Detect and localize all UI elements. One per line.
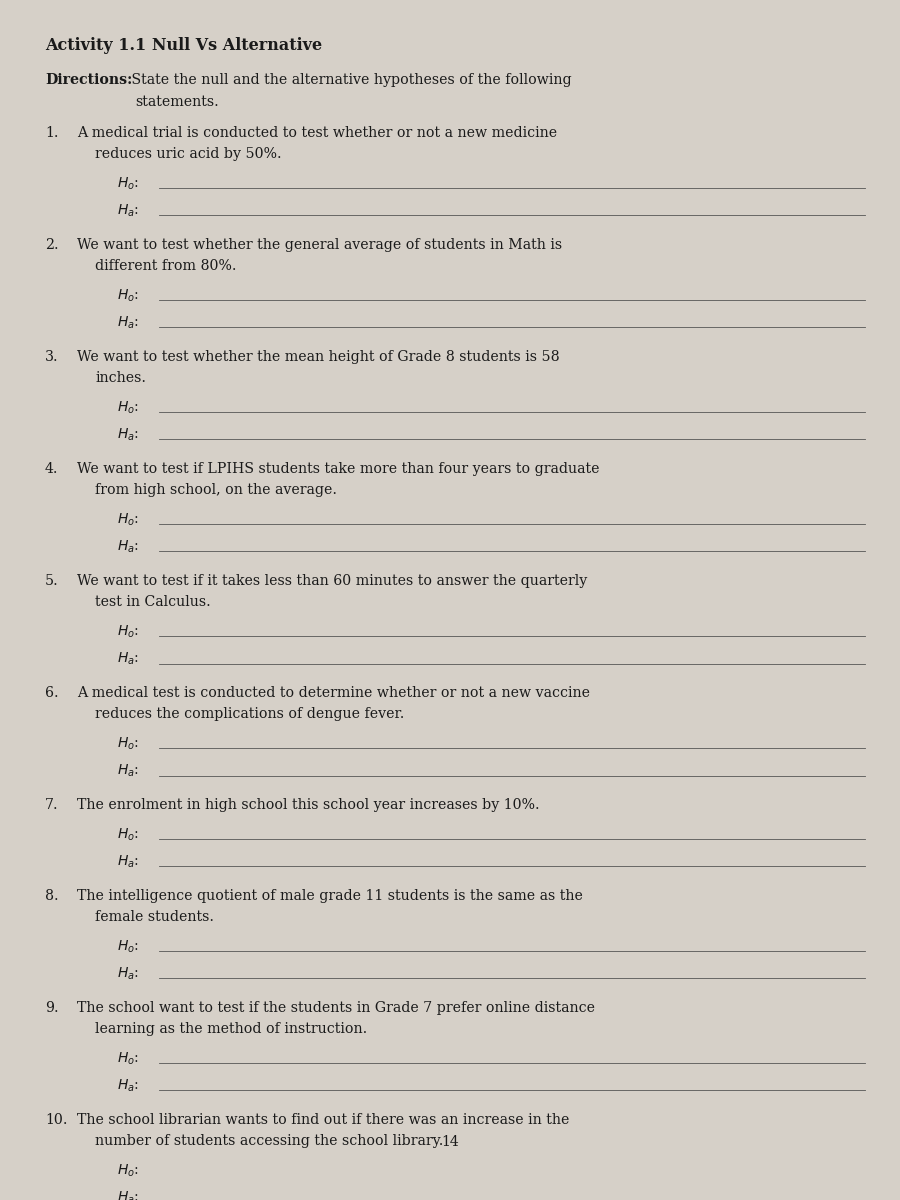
Text: $H_a$:: $H_a$: (117, 1078, 139, 1094)
Text: 8.: 8. (45, 888, 58, 902)
Text: We want to test if it takes less than 60 minutes to answer the quarterly: We want to test if it takes less than 60… (77, 574, 587, 588)
Text: Directions:: Directions: (45, 73, 132, 88)
Text: 2.: 2. (45, 238, 58, 252)
Text: $H_a$:: $H_a$: (117, 539, 139, 556)
Text: The school librarian wants to find out if there was an increase in the: The school librarian wants to find out i… (77, 1112, 570, 1127)
Text: We want to test whether the general average of students in Math is: We want to test whether the general aver… (77, 238, 562, 252)
Text: 4.: 4. (45, 462, 58, 475)
Text: $H_o$:: $H_o$: (117, 736, 139, 752)
Text: 6.: 6. (45, 685, 58, 700)
Text: The school want to test if the students in Grade 7 prefer online distance: The school want to test if the students … (77, 1001, 595, 1014)
Text: $H_a$:: $H_a$: (117, 314, 139, 331)
Text: test in Calculus.: test in Calculus. (95, 595, 211, 608)
Text: inches.: inches. (95, 371, 146, 385)
Text: $H_o$:: $H_o$: (117, 827, 139, 844)
Text: $H_a$:: $H_a$: (117, 1190, 139, 1200)
Text: A medical trial is conducted to test whether or not a new medicine: A medical trial is conducted to test whe… (77, 126, 557, 139)
Text: $H_a$:: $H_a$: (117, 203, 139, 220)
Text: statements.: statements. (135, 95, 219, 109)
Text: The enrolment in high school this school year increases by 10%.: The enrolment in high school this school… (77, 798, 540, 811)
Text: $H_o$:: $H_o$: (117, 400, 139, 416)
Text: Activity 1.1 Null Vs Alternative: Activity 1.1 Null Vs Alternative (45, 37, 322, 54)
Text: $H_a$:: $H_a$: (117, 650, 139, 667)
Text: The intelligence quotient of male grade 11 students is the same as the: The intelligence quotient of male grade … (77, 888, 583, 902)
Text: different from 80%.: different from 80%. (95, 259, 237, 272)
Text: from high school, on the average.: from high school, on the average. (95, 482, 337, 497)
Text: $H_a$:: $H_a$: (117, 427, 139, 443)
Text: 3.: 3. (45, 349, 58, 364)
Text: $H_a$:: $H_a$: (117, 853, 139, 870)
Text: 10.: 10. (45, 1112, 68, 1127)
Text: reduces uric acid by 50%.: reduces uric acid by 50%. (95, 146, 282, 161)
Text: learning as the method of instruction.: learning as the method of instruction. (95, 1022, 367, 1036)
Text: $H_o$:: $H_o$: (117, 175, 139, 192)
Text: 9.: 9. (45, 1001, 58, 1014)
Text: $H_a$:: $H_a$: (117, 763, 139, 779)
Text: $H_o$:: $H_o$: (117, 1051, 139, 1067)
Text: 14: 14 (441, 1134, 459, 1148)
Text: $H_o$:: $H_o$: (117, 1163, 139, 1180)
Text: 1.: 1. (45, 126, 58, 139)
Text: 5.: 5. (45, 574, 58, 588)
Text: reduces the complications of dengue fever.: reduces the complications of dengue feve… (95, 707, 404, 721)
Text: A medical test is conducted to determine whether or not a new vaccine: A medical test is conducted to determine… (77, 685, 590, 700)
Text: female students.: female students. (95, 910, 214, 924)
Text: 7.: 7. (45, 798, 58, 811)
Text: $H_o$:: $H_o$: (117, 288, 139, 305)
Text: number of students accessing the school library.: number of students accessing the school … (95, 1134, 444, 1148)
Text: $H_o$:: $H_o$: (117, 512, 139, 528)
Text: $H_o$:: $H_o$: (117, 938, 139, 955)
Text: State the null and the alternative hypotheses of the following: State the null and the alternative hypot… (127, 73, 572, 88)
Text: $H_o$:: $H_o$: (117, 624, 139, 641)
Text: We want to test whether the mean height of Grade 8 students is 58: We want to test whether the mean height … (77, 349, 560, 364)
Text: We want to test if LPIHS students take more than four years to graduate: We want to test if LPIHS students take m… (77, 462, 599, 475)
Text: $H_a$:: $H_a$: (117, 966, 139, 982)
